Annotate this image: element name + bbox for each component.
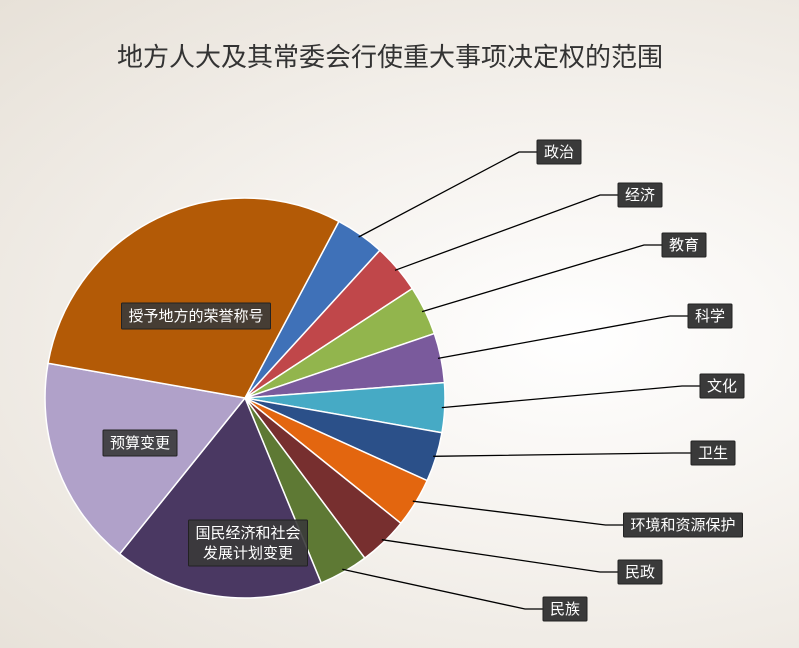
- slice-label: 经济: [625, 186, 655, 204]
- label-box: [188, 519, 308, 567]
- leader-line: [358, 151, 537, 238]
- pie-slice: [47, 197, 340, 399]
- chart-title: 地方人大及其常委会行使重大事项决定权的范围: [117, 43, 663, 73]
- slice-label: 授予地方的荣誉称号: [128, 307, 263, 325]
- leader-line: [441, 385, 700, 409]
- slice-label: 政治: [544, 143, 574, 161]
- slice-label: 国民经济和社会发展计划变更: [195, 524, 300, 562]
- pie-slice: [44, 362, 247, 555]
- leader-line: [342, 568, 543, 610]
- leader-line: [412, 500, 624, 526]
- leader-line: [433, 452, 691, 457]
- label-box: [617, 559, 663, 585]
- slice-label: 民族: [550, 600, 580, 618]
- label-box: [102, 429, 178, 457]
- slice-label: 卫生: [698, 444, 728, 462]
- leader-line: [421, 244, 662, 313]
- label-box: [623, 512, 743, 538]
- label-box: [687, 303, 733, 329]
- slice-label: 民政: [625, 563, 655, 581]
- leader-line: [381, 539, 618, 573]
- label-box: [121, 302, 271, 330]
- slice-label: 环境和资源保护: [630, 516, 735, 534]
- label-box: [690, 440, 736, 466]
- label-box: [542, 596, 588, 622]
- slice-label: 教育: [669, 236, 699, 254]
- slice-label: 文化: [707, 377, 737, 395]
- label-box: [699, 373, 745, 399]
- label-box: [661, 232, 707, 258]
- leader-line: [437, 315, 688, 360]
- slice-label: 预算变更: [110, 434, 170, 452]
- slice-label: 科学: [695, 307, 725, 325]
- leader-line: [394, 194, 618, 271]
- label-box: [536, 139, 582, 165]
- label-box: [617, 182, 663, 208]
